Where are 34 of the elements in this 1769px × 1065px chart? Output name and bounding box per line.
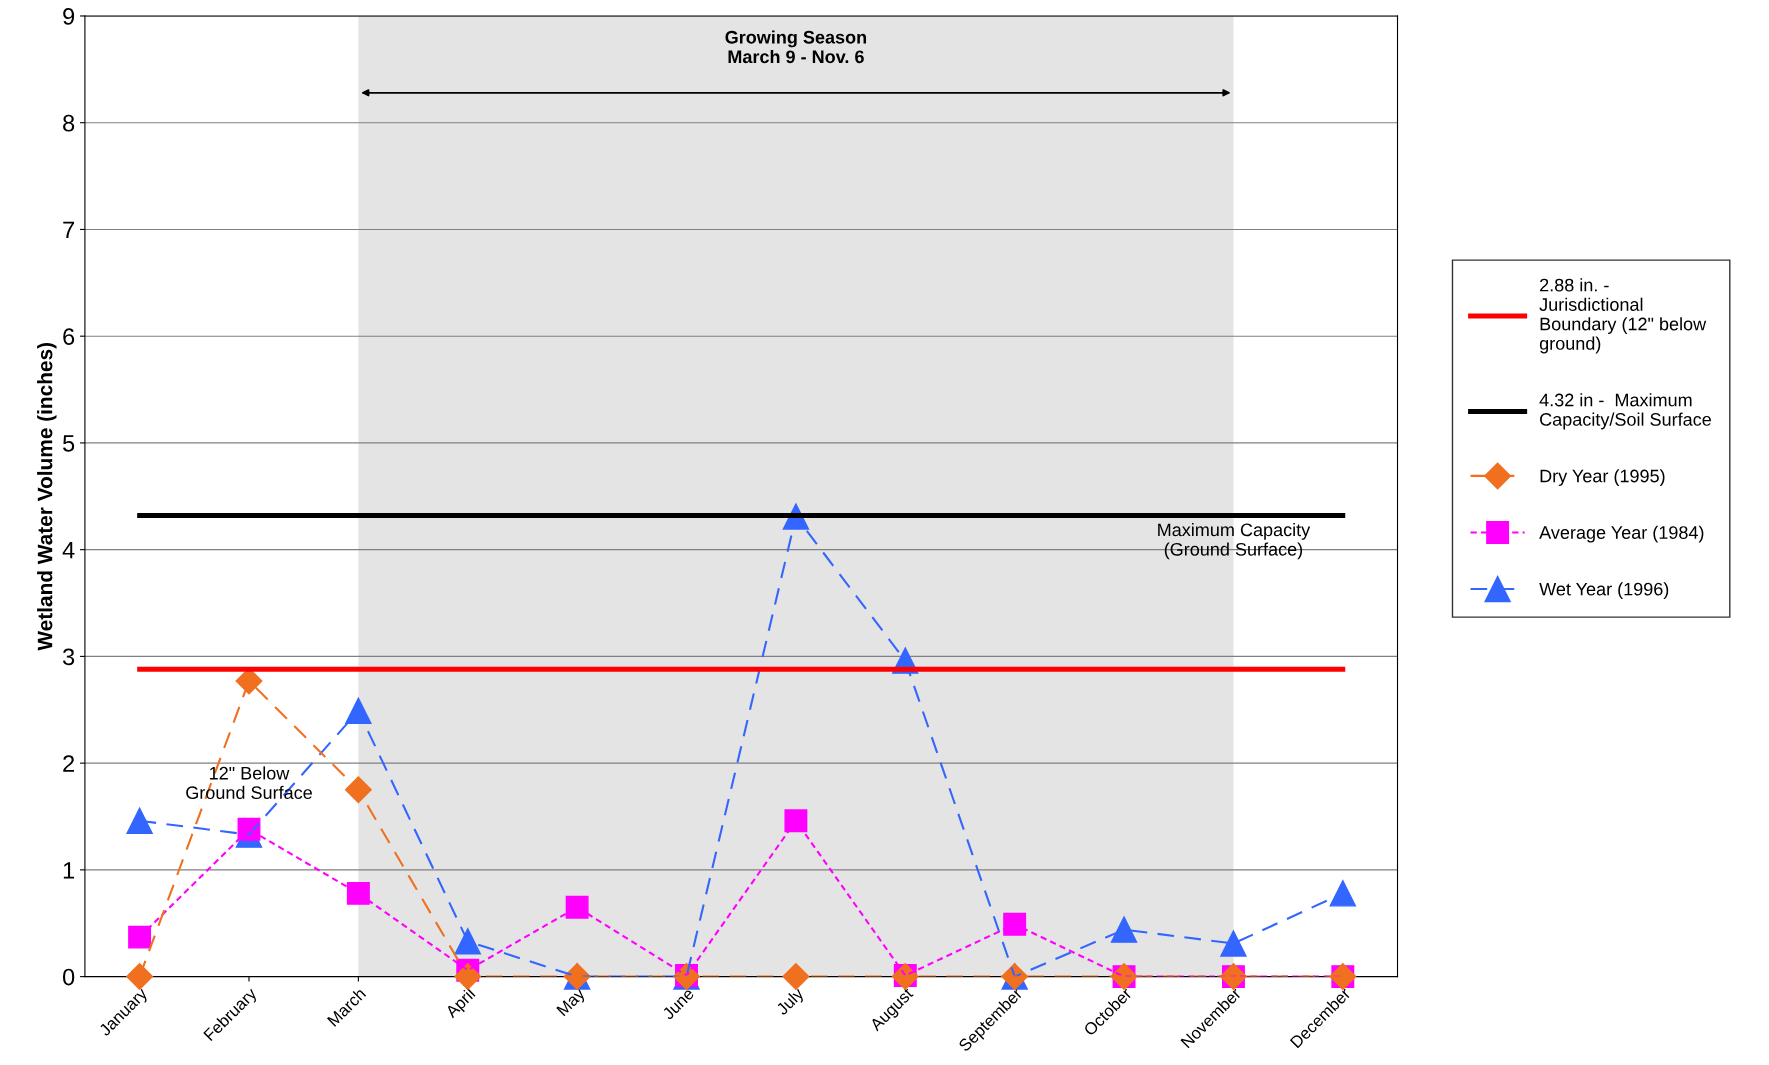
legend-label: Dry Year (1995): [1540, 469, 1665, 486]
point: [346, 881, 370, 905]
legend-label: 2.88 in. - Jurisdictional Boundary (12" below ground): [1539, 278, 1707, 354]
x-tick-label: July: [775, 986, 807, 1019]
y-tick-label: 9: [63, 8, 75, 25]
point: [784, 809, 808, 833]
point: [1329, 880, 1357, 907]
y-tick-label: 0: [62, 968, 75, 986]
legend-label: Wet Year (1996): [1539, 582, 1669, 600]
point: [126, 963, 154, 991]
point: [126, 807, 153, 834]
band-label: Growing Season March 9 - Nov. 6: [725, 30, 867, 64]
point: [1003, 912, 1027, 936]
point: [1220, 930, 1247, 957]
point: [782, 963, 810, 991]
point: [345, 697, 372, 725]
y-tick-label: 1: [63, 862, 75, 879]
legend-label: Average Year (1984): [1539, 525, 1704, 543]
y-axis-title: Wetland Water Volume (inches): [37, 342, 57, 651]
y-tick-label: 3: [62, 648, 75, 666]
point: [565, 895, 589, 919]
y-tick-label: 7: [63, 221, 75, 238]
y-tick-label: 2: [63, 755, 75, 772]
y-tick-label: 5: [63, 435, 75, 452]
point: [1110, 916, 1138, 943]
y-tick-label: 8: [63, 114, 75, 132]
annotation: Maximum Capacity (Ground Surface): [1158, 522, 1311, 560]
point: [128, 925, 152, 949]
y-tick-label: 6: [63, 328, 75, 345]
y-tick-label: 4: [62, 541, 75, 559]
point: [454, 928, 481, 955]
legend-label: 4.32 in - Maximum Capacity/Soil Surface: [1539, 393, 1711, 430]
point: [344, 776, 372, 804]
x-tick-label: May: [556, 986, 589, 1019]
